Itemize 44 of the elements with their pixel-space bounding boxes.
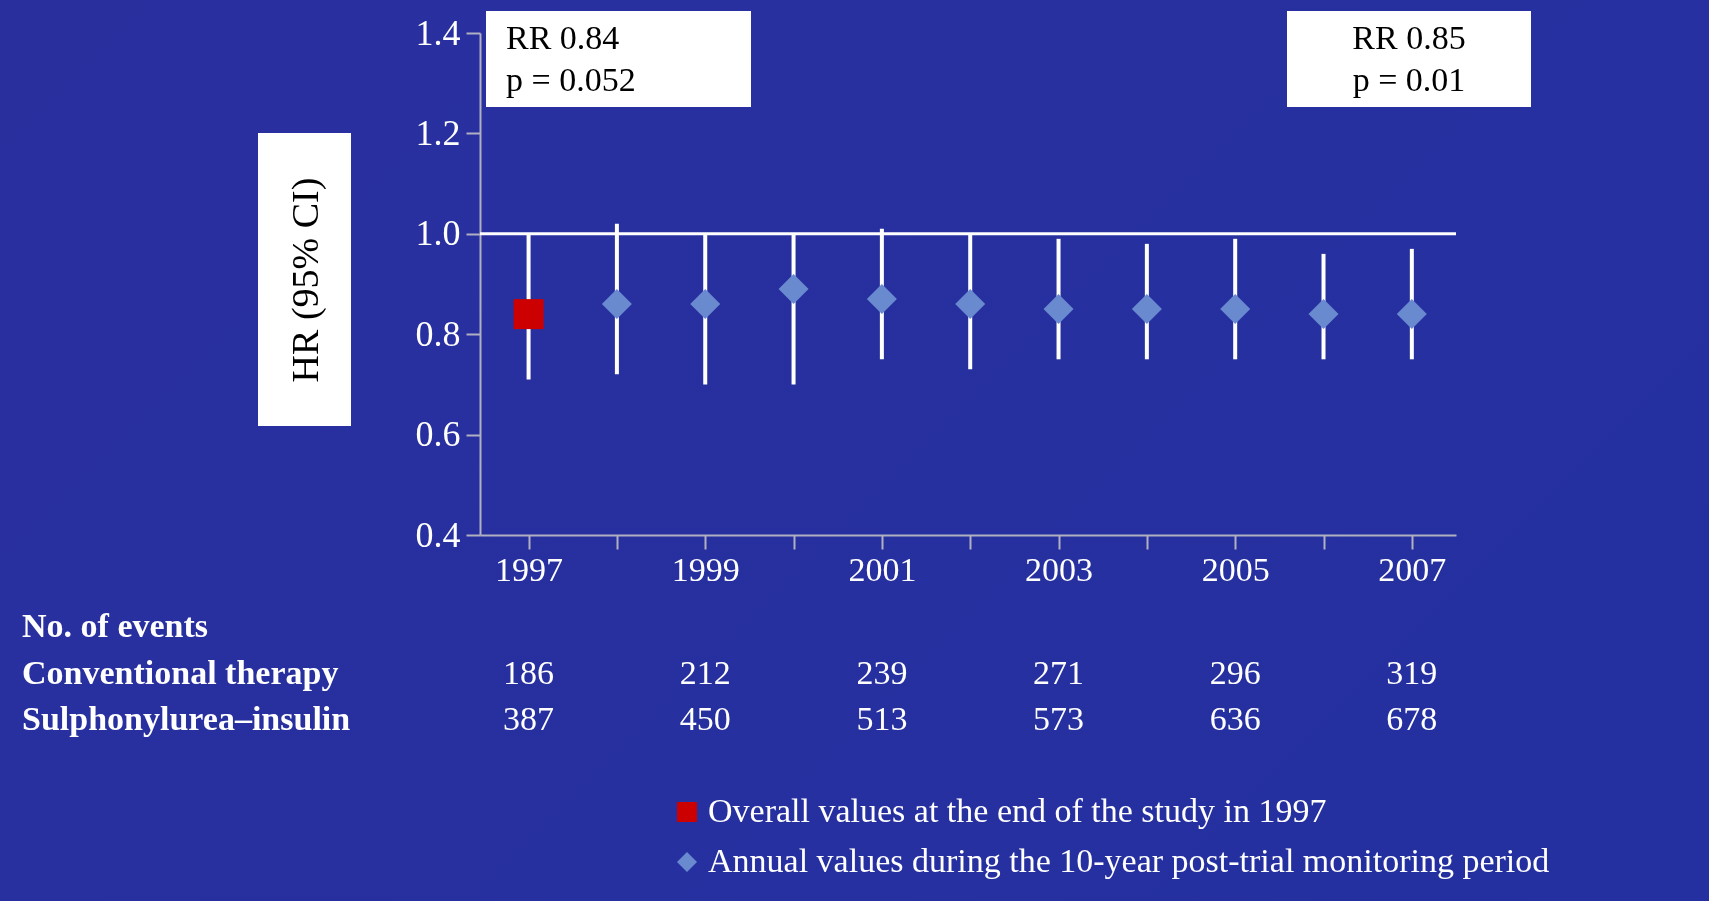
point	[1131, 294, 1162, 325]
text: 271	[1033, 654, 1085, 691]
text: 186	[503, 654, 555, 691]
text: 319	[1386, 654, 1438, 691]
x-tick-label: 1997	[495, 550, 564, 588]
point	[1220, 294, 1251, 325]
label-box: HR (95% CI)	[258, 133, 351, 426]
y-tick-label: 1.4	[415, 12, 461, 53]
x-tick-label: 2007	[1378, 550, 1447, 588]
text: 296	[1209, 654, 1261, 691]
x-tick-label: 2005	[1201, 550, 1270, 588]
point	[866, 284, 897, 315]
y-tick-label: 0.6	[415, 414, 461, 455]
point	[1308, 299, 1339, 330]
point	[778, 274, 809, 305]
legend-label: Annual values during the 10-year post-trial monitoring period	[708, 842, 1550, 879]
y-tick-label: 1.2	[415, 112, 461, 153]
point	[690, 289, 721, 320]
text: 573	[1033, 700, 1085, 737]
text: 387	[503, 700, 555, 737]
y-axis-title: HR (95% CI)	[282, 177, 327, 382]
point	[513, 299, 544, 330]
point	[955, 289, 986, 320]
x-tick-label: 1999	[671, 550, 740, 588]
x-tick-label: 2003	[1025, 550, 1094, 588]
text: 513	[856, 700, 908, 737]
text: 239	[856, 654, 908, 691]
text: Conventional therapy	[22, 654, 339, 691]
note-box: RR 0.84 p = 0.052	[486, 11, 751, 107]
point	[601, 289, 632, 320]
text: 212	[679, 654, 731, 691]
y-tick-label: 1.0	[415, 213, 461, 254]
y-tick-label: 0.8	[415, 313, 461, 354]
text: No. of events	[22, 607, 209, 644]
text: 450	[679, 700, 731, 737]
y-tick-label: 0.4	[415, 514, 461, 555]
legend-label: Overall values at the end of the study in 1997	[708, 792, 1327, 829]
note-box: RR 0.85 p = 0.01	[1287, 11, 1531, 107]
x-tick-label: 2001	[848, 550, 917, 588]
text: 636	[1209, 700, 1261, 737]
text: 678	[1386, 700, 1438, 737]
point	[1043, 294, 1074, 325]
point	[1396, 299, 1427, 330]
text: Sulphonylurea–insulin	[22, 700, 351, 737]
